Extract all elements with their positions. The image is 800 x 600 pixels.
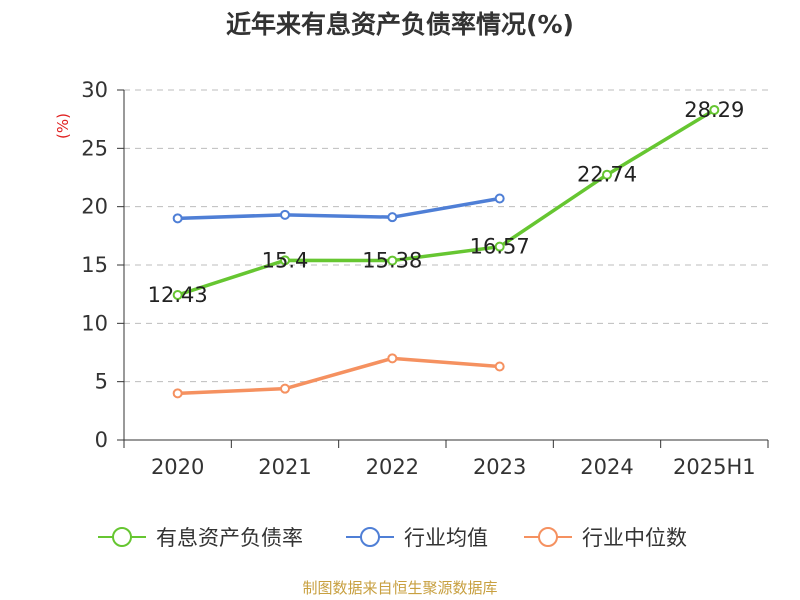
series-point-1: [387, 212, 398, 223]
y-tick-label: 0: [95, 428, 108, 452]
x-tick-label: 2025H1: [673, 455, 756, 479]
data-label: 12.43: [148, 283, 208, 307]
series-point-1: [172, 213, 183, 224]
legend-label-0: 有息资产负债率: [156, 526, 303, 550]
series-point-0: [494, 241, 505, 252]
series-point-0: [387, 255, 398, 266]
legend-marker-2: [538, 527, 558, 547]
legend-label-2: 行业中位数: [582, 526, 687, 550]
series-line-2: [175, 356, 502, 396]
y-tick-label: 20: [81, 195, 108, 219]
x-tick-label: 2024: [580, 455, 633, 479]
y-tick-label: 5: [95, 370, 108, 394]
series-lines: [172, 104, 720, 399]
series-point-2: [494, 361, 505, 372]
legend-marker-0: [112, 527, 132, 547]
data-label: 16.57: [470, 235, 530, 259]
y-axis-label: (%): [54, 113, 72, 139]
x-tick-label: 2020: [151, 455, 204, 479]
y-tick-label: 10: [81, 311, 108, 335]
series-point-2: [387, 353, 398, 364]
data-label: 15.38: [362, 249, 422, 273]
x-tick-label: 2021: [258, 455, 311, 479]
data-label: 15.4: [262, 248, 309, 272]
legend: 有息资产负债率 行业均值 行业中位数: [98, 526, 687, 550]
series-point-2: [172, 388, 183, 399]
data-labels: 12.43 15.4 15.38 16.57 22.74 28.29: [148, 98, 745, 307]
series-line-0: [175, 108, 717, 297]
series-line-1: [175, 196, 502, 221]
source-note: 制图数据来自恒生聚源数据库: [302, 579, 497, 597]
data-label: 22.74: [577, 163, 637, 187]
y-tick-label: 25: [81, 136, 108, 160]
series-point-0: [709, 104, 720, 115]
y-tick-label: 15: [81, 253, 108, 277]
legend-marker-1: [360, 527, 380, 547]
x-tick-label: 2022: [366, 455, 419, 479]
series-point-2: [280, 383, 290, 394]
axes: 0 5 10 15 20 25 30 2020 2021 2022 2023 2024 2025H1: [81, 78, 769, 479]
series-point-0: [172, 289, 183, 300]
series-point-1: [494, 193, 505, 204]
chart-title: 近年来有息资产负债率情况(%): [226, 10, 574, 39]
x-tick-label: 2023: [473, 455, 526, 479]
data-label: 28.29: [684, 98, 744, 122]
legend-label-1: 行业均值: [404, 526, 488, 550]
gridlines: [124, 89, 768, 383]
series-point-0: [602, 169, 612, 180]
series-point-0: [280, 255, 290, 266]
series-point-1: [280, 209, 290, 220]
y-tick-label: 30: [81, 78, 108, 102]
